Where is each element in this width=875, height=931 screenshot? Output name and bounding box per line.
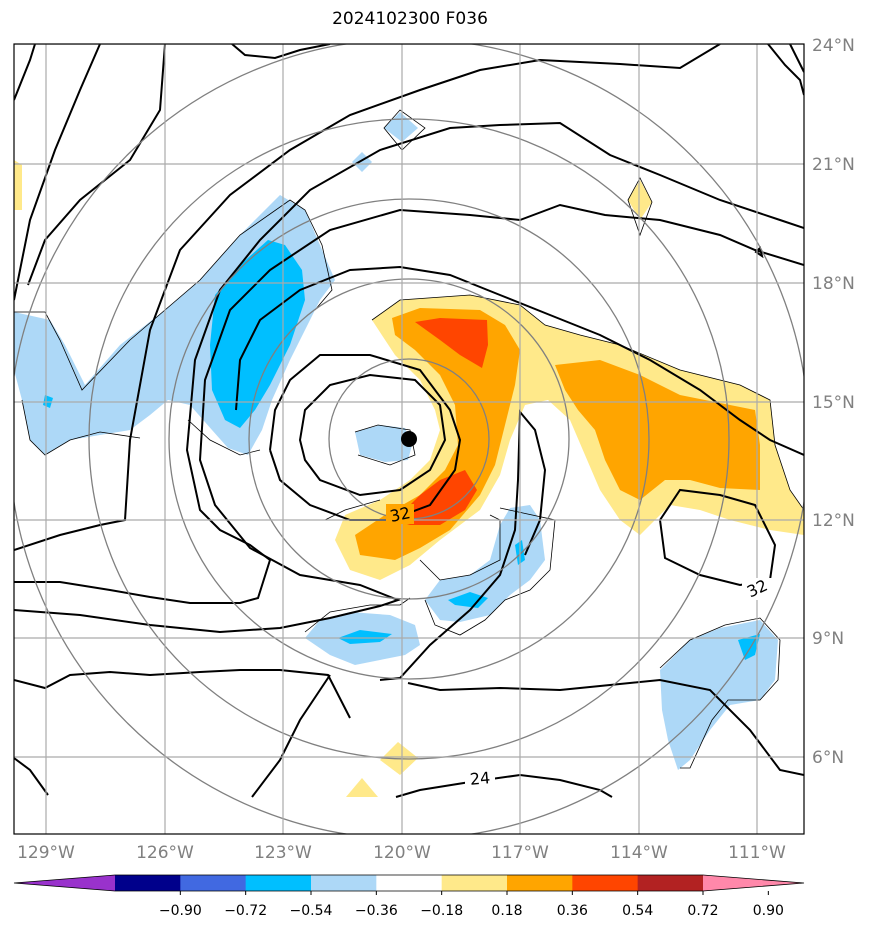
colorbar-segment [376,875,443,891]
colorbar-segment [311,875,377,891]
lat-label: 6°N [812,748,844,768]
lat-label: 12°N [812,511,855,531]
map-title: 2024102300 F036 [332,9,488,29]
colorbar-tick-label: 0.36 [557,903,588,919]
contour-label-32-a: 32 [388,503,412,526]
colorbar-tick-label: −0.18 [420,903,463,919]
lon-label: 114°W [610,843,668,863]
lat-label: 15°N [812,393,855,413]
lon-label: 126°W [136,843,194,863]
colorbar-segment [572,875,639,891]
colorbar-extend-high [703,875,804,891]
colorbar-tick-label: −0.72 [224,903,267,919]
colorbar-segment [507,875,573,891]
colorbar: −0.90 −0.72 −0.54 −0.36 −0.18 0.18 0.36 0.54 0.7… [13,874,805,919]
lat-label: 9°N [812,629,844,649]
colorbar-tick-label: 0.90 [753,903,784,919]
colorbar-segment [441,875,508,891]
map-frame [13,43,805,835]
lon-label: 120°W [373,843,431,863]
lon-label: 123°W [254,843,312,863]
colorbar-segment [115,875,181,891]
contour-label-24: 24 [469,768,491,789]
colorbar-outline [13,874,805,892]
colorbar-tick-label: 0.18 [491,903,522,919]
lat-label: 24°N [812,36,855,56]
lon-label: 111°W [728,843,786,863]
colorbar-tick-label: −0.54 [290,903,333,919]
lat-label: 21°N [812,155,855,175]
lon-label: 129°W [17,843,75,863]
longitude-labels: 129°W 126°W 123°W 120°W 117°W 114°W 111°… [17,843,786,863]
colorbar-extend-low [14,875,115,891]
map-area: 32 32 24 [14,44,804,834]
colorbar-segment [637,875,704,891]
height-contours [14,44,804,798]
lon-label: 117°W [491,843,549,863]
storm-center-dot [401,431,417,447]
colorbar-tick-label: −0.36 [355,903,398,919]
colorbar-tick-label: −0.90 [159,903,202,919]
graticule [14,44,804,834]
colorbar-segment [180,875,247,891]
colorbar-segment [245,875,312,891]
latitude-labels: 24°N 21°N 18°N 15°N 12°N 9°N 6°N [812,36,855,768]
colorbar-tick-label: 0.72 [687,903,718,919]
range-rings [14,44,804,834]
colorbar-tick-label: 0.54 [622,903,653,919]
lat-label: 18°N [812,274,855,294]
moderate-anomaly-fill [355,308,760,560]
